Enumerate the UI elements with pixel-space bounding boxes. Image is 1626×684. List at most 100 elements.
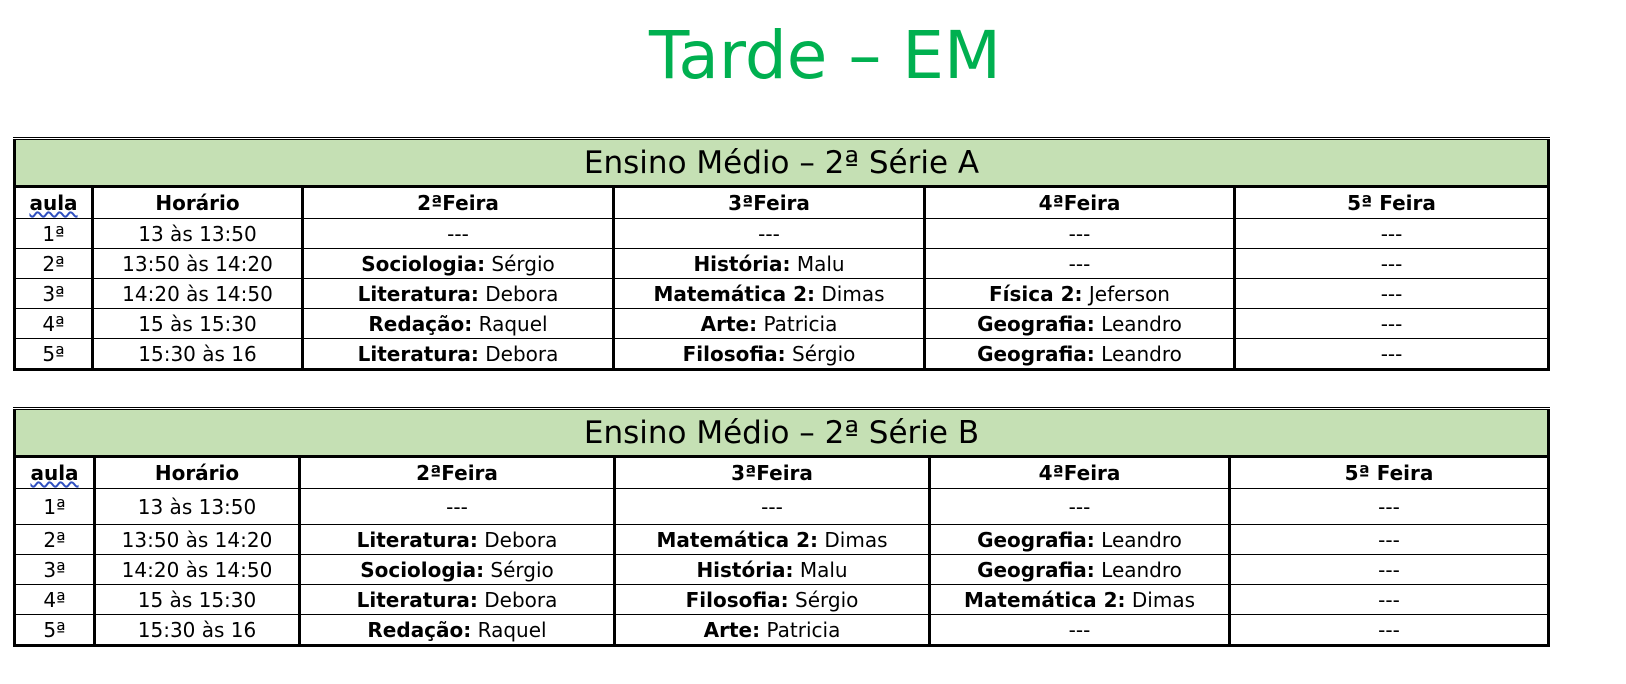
table-caption: Ensino Médio – 2ª Série A: [12, 137, 1551, 188]
subject-name: Arte:: [703, 617, 761, 642]
class-cell: Matemática 2: Dimas: [613, 524, 931, 555]
class-cell: ---: [1232, 338, 1551, 370]
teacher-name: Debora: [485, 341, 559, 366]
class-cell: Matemática 2: Dimas: [928, 584, 1231, 615]
class-cell: Redação: Raquel: [298, 614, 616, 646]
aula-cell: 1ª: [13, 488, 96, 525]
aula-cell: 4ª: [13, 584, 96, 615]
table-row: 3ª 14:20 às 14:50 Literatura: Debora Matemá…: [13, 278, 1551, 309]
table-row: 4ª 15 às 15:30 Literatura: Debora Filosofia…: [13, 584, 1550, 615]
teacher-name: Dimas: [1131, 587, 1195, 612]
class-cell: Física 2: Jeferson: [923, 278, 1236, 309]
column-header-label: 4ªFeira: [1038, 461, 1121, 485]
class-cell: Redação: Raquel: [301, 308, 615, 339]
teacher-name: ---: [1380, 311, 1403, 336]
class-cell: Geografia: Leandro: [923, 338, 1236, 370]
teacher-name: ---: [1378, 557, 1400, 582]
teacher-name: ---: [1378, 587, 1400, 612]
column-header: 2ªFeira: [301, 186, 615, 219]
class-cell: ---: [923, 248, 1236, 279]
teacher-name: Leandro: [1101, 311, 1182, 336]
subject-name: Arte:: [700, 311, 758, 336]
teacher-name: ---: [446, 494, 468, 519]
class-cell: ---: [1228, 488, 1550, 525]
horario-cell: 13 às 13:50: [91, 218, 304, 249]
horario-cell: 14:20 às 14:50: [93, 554, 301, 585]
subject-name: Física 2:: [989, 281, 1083, 306]
teacher-name: Dimas: [821, 281, 885, 306]
class-cell: ---: [298, 488, 616, 525]
teacher-name: ---: [1378, 617, 1400, 642]
column-header: aula: [13, 186, 94, 219]
aula-cell: 3ª: [13, 278, 94, 309]
class-cell: ---: [1228, 584, 1550, 615]
subject-name: Filosofia:: [685, 587, 789, 612]
column-header: 5ª Feira: [1228, 456, 1550, 489]
subject-name: Literatura:: [356, 587, 478, 612]
teacher-name: ---: [1380, 341, 1403, 366]
column-header: 3ªFeira: [612, 186, 926, 219]
column-header-label: 5ª Feira: [1347, 191, 1436, 215]
table-row: 2ª 13:50 às 14:20 Literatura: Debora Matemá…: [13, 524, 1550, 555]
teacher-name: ---: [761, 494, 783, 519]
subject-name: Redação:: [368, 311, 473, 336]
table-row: 3ª 14:20 às 14:50 Sociologia: Sérgio Histór…: [13, 554, 1550, 585]
teacher-name: Patricia: [766, 617, 841, 642]
schedule-table-serie-a: Ensino Médio – 2ª Série A aula Horário 2ªFe…: [12, 137, 1551, 371]
class-cell: Filosofia: Sérgio: [613, 584, 931, 615]
class-cell: ---: [613, 488, 931, 525]
subject-name: Geografia:: [977, 341, 1095, 366]
teacher-name: ---: [1380, 221, 1403, 246]
aula-cell: 4ª: [13, 308, 94, 339]
teacher-name: Sérgio: [792, 341, 856, 366]
horario-cell: 13:50 às 14:20: [91, 248, 304, 279]
class-cell: Geografia: Leandro: [928, 524, 1231, 555]
teacher-name: Dimas: [824, 527, 888, 552]
class-cell: Literatura: Debora: [298, 584, 616, 615]
teacher-name: Raquel: [478, 311, 548, 336]
header-row: aula Horário 2ªFeira 3ªFeira 4ªFeira 5ª Feira: [13, 186, 1551, 219]
subject-name: Geografia:: [977, 311, 1095, 336]
horario-cell: 15 às 15:30: [93, 584, 301, 615]
teacher-name: ---: [1068, 617, 1091, 642]
class-cell: ---: [612, 218, 926, 249]
horario-cell: 15:30 às 16: [91, 338, 304, 370]
class-cell: História: Malu: [613, 554, 931, 585]
column-header: 2ªFeira: [298, 456, 616, 489]
subject-name: Literatura:: [356, 527, 478, 552]
class-cell: Geografia: Leandro: [923, 308, 1236, 339]
aula-cell: 3ª: [13, 554, 96, 585]
teacher-name: ---: [1378, 527, 1400, 552]
teacher-name: ---: [1380, 281, 1403, 306]
aula-cell: 5ª: [13, 338, 94, 370]
column-header: aula: [13, 456, 96, 489]
horario-cell: 15:30 às 16: [93, 614, 301, 646]
teacher-name: Raquel: [477, 617, 547, 642]
table-caption-row: Ensino Médio – 2ª Série B: [13, 407, 1550, 458]
table-caption-row: Ensino Médio – 2ª Série A: [12, 137, 1551, 188]
class-cell: ---: [1232, 248, 1551, 279]
class-cell: Arte: Patricia: [612, 308, 926, 339]
class-cell: ---: [1228, 554, 1550, 585]
column-header-label: aula: [30, 461, 79, 485]
page-title: Tarde – EM: [649, 17, 1001, 94]
teacher-name: Sérgio: [795, 587, 859, 612]
horario-cell: 13 às 13:50: [93, 488, 301, 525]
table-row: 1ª 13 às 13:50 --- --- --- ---: [13, 218, 1551, 249]
subject-name: Matemática 2:: [653, 281, 816, 306]
class-cell: ---: [928, 614, 1231, 646]
teacher-name: Sérgio: [491, 251, 555, 276]
subject-name: Literatura:: [357, 281, 479, 306]
header-row: aula Horário 2ªFeira 3ªFeira 4ªFeira 5ª Feira: [13, 456, 1550, 489]
class-cell: Literatura: Debora: [298, 524, 616, 555]
teacher-name: Leandro: [1101, 557, 1182, 582]
column-header-label: 3ªFeira: [731, 461, 813, 485]
column-header-label: 2ªFeira: [416, 461, 498, 485]
class-cell: Literatura: Debora: [301, 338, 615, 370]
class-cell: Geografia: Leandro: [928, 554, 1231, 585]
aula-cell: 2ª: [13, 248, 94, 279]
column-header-label: 3ªFeira: [728, 191, 810, 215]
table-caption: Ensino Médio – 2ª Série B: [13, 407, 1550, 458]
teacher-name: Leandro: [1101, 341, 1182, 366]
column-header-label: Horário: [154, 461, 240, 485]
